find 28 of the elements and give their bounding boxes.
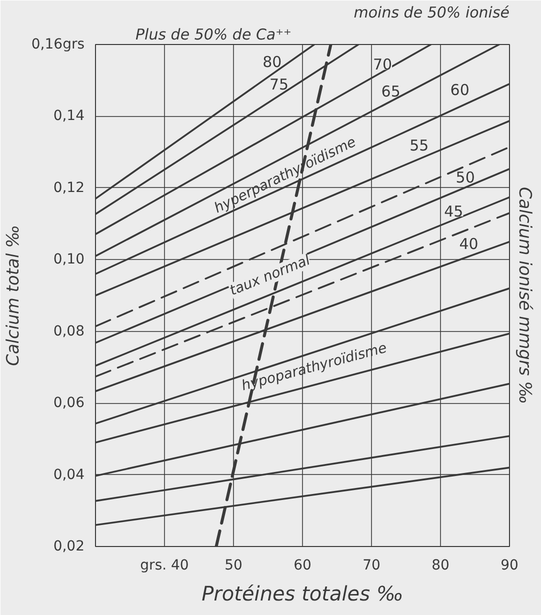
y2-axis-title: Calcium ionisé mmgrs ‰ <box>514 186 534 404</box>
y-tick-label: 0,14 <box>53 108 85 124</box>
y-tick-label: 0,06 <box>53 395 85 412</box>
x-tick-label: 50 <box>224 558 242 574</box>
y-tick-label: 0,16grs <box>31 36 84 52</box>
annotation: 70 <box>372 56 392 74</box>
text: Plus de 50% de Ca⁺⁺ <box>136 26 292 44</box>
y-axis-title: Calcium total ‰ <box>3 224 24 366</box>
x-tick-label: 80 <box>432 558 450 574</box>
y-tick-label: 0,12 <box>53 180 84 196</box>
annotation: 55 <box>410 136 429 154</box>
annotation: 45 <box>444 202 464 220</box>
annotation: 40 <box>459 235 478 254</box>
y-tick-label: 0,04 <box>53 466 85 483</box>
x-tick-label: 90 <box>500 558 518 574</box>
annotation: 60 <box>450 80 470 99</box>
y-tick-label: 0,02 <box>53 538 84 554</box>
x-tick-label: 70 <box>362 558 380 574</box>
annotation: 80 <box>262 52 282 71</box>
annotation: 75 <box>269 75 289 94</box>
annotation: 65 <box>381 82 400 101</box>
x-tick-label: grs. 40 <box>140 558 189 574</box>
y-tick-label: 0,10 <box>53 252 84 268</box>
x-tick-label: 60 <box>294 558 312 574</box>
annotation: 50 <box>456 168 475 187</box>
y-tick-label: 0,08 <box>53 323 84 340</box>
x-axis-title: Protéines totales ‰ <box>202 582 404 606</box>
text: moins de 50% ionisé <box>354 4 510 22</box>
